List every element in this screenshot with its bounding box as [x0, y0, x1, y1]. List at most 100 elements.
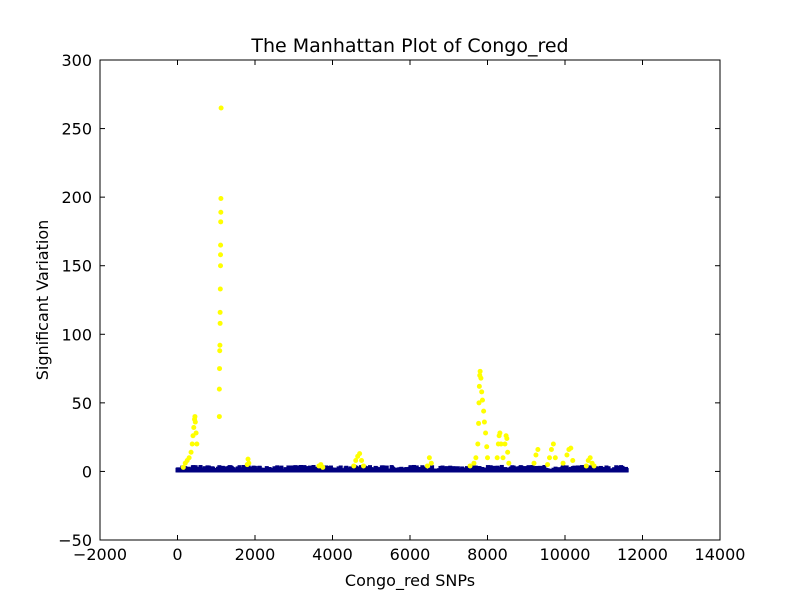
- significant-point: [476, 383, 482, 389]
- significant-point: [471, 460, 477, 466]
- significant-point: [217, 342, 223, 348]
- significant-point: [216, 386, 222, 392]
- significant-point: [587, 455, 593, 461]
- significant-point: [424, 463, 430, 469]
- significant-point: [218, 105, 224, 111]
- significant-point: [217, 309, 223, 315]
- baseline-point: [404, 467, 409, 473]
- significant-point: [194, 441, 200, 447]
- significant-point: [192, 419, 198, 425]
- significant-point: [475, 441, 481, 447]
- significant-point: [426, 455, 432, 461]
- baseline-point: [499, 464, 504, 473]
- baseline-point: [583, 465, 588, 473]
- significant-point: [218, 252, 224, 258]
- significant-point: [218, 219, 224, 225]
- x-tick-label: 8000: [467, 545, 508, 564]
- y-tick-label: 300: [61, 51, 92, 70]
- significant-point: [531, 460, 537, 466]
- x-tick-label: 10000: [540, 545, 591, 564]
- significant-point: [246, 460, 252, 466]
- significant-point: [547, 455, 552, 461]
- baseline-point: [596, 466, 601, 473]
- significant-point: [189, 441, 195, 447]
- significant-point: [494, 455, 500, 461]
- baseline-point: [264, 466, 269, 473]
- significant-point: [351, 463, 357, 469]
- baseline-point: [519, 465, 524, 473]
- chart-title: The Manhattan Plot of Congo_red: [250, 35, 568, 57]
- significant-point: [506, 460, 512, 466]
- y-tick-label: 150: [61, 257, 92, 276]
- significant-point: [216, 414, 222, 420]
- significant-point: [245, 456, 251, 462]
- significant-point: [353, 457, 359, 463]
- significant-point: [570, 457, 576, 463]
- significant-point: [478, 375, 484, 381]
- y-axis-title: Significant Variation: [33, 220, 52, 381]
- x-tick-label: 12000: [617, 545, 668, 564]
- significant-point: [473, 455, 479, 461]
- significant-point: [485, 455, 490, 461]
- significant-point: [218, 242, 224, 248]
- x-tick-label: 0: [172, 545, 182, 564]
- significant-point: [548, 446, 554, 452]
- significant-point: [217, 348, 223, 354]
- baseline-point: [246, 465, 251, 473]
- significant-point: [497, 430, 503, 436]
- significant-point: [217, 320, 223, 326]
- y-tick-label: 250: [61, 120, 92, 139]
- x-tick-label: 14000: [695, 545, 746, 564]
- significant-point: [504, 436, 510, 442]
- significant-point: [467, 463, 473, 469]
- axis-ticks: −2000 0 2000 4000 6000 8000 10000 12000 14000−50…: [58, 51, 745, 564]
- baseline-point: [587, 465, 592, 473]
- baseline-point: [279, 465, 284, 473]
- significant-point: [591, 463, 597, 469]
- baseline-point: [496, 466, 501, 473]
- significant-point: [192, 414, 198, 420]
- y-tick-label: 0: [82, 462, 92, 481]
- significant-point: [560, 460, 566, 466]
- significant-point: [428, 460, 434, 466]
- significant-point: [218, 196, 224, 202]
- significant-point: [545, 462, 551, 468]
- significant-point: [217, 286, 223, 292]
- significant-point: [193, 430, 199, 436]
- significant-point: [359, 457, 365, 463]
- y-tick-label: 200: [61, 188, 92, 207]
- data-points: [175, 105, 629, 473]
- significant-point: [498, 441, 504, 447]
- significant-point: [186, 455, 192, 461]
- significant-point: [533, 452, 539, 458]
- significant-point: [477, 368, 483, 374]
- significant-point: [476, 420, 482, 426]
- significant-point: [535, 446, 541, 452]
- significant-point: [217, 366, 223, 372]
- significant-point: [550, 441, 556, 447]
- baseline-point: [624, 468, 629, 473]
- significant-point: [357, 451, 363, 457]
- significant-point: [500, 455, 506, 461]
- significant-point: [484, 444, 490, 450]
- significant-point: [476, 400, 482, 406]
- x-tick-label: 2000: [235, 545, 276, 564]
- significant-point: [564, 452, 570, 458]
- y-tick-label: 100: [61, 325, 92, 344]
- baseline-point: [409, 465, 414, 473]
- significant-point: [188, 449, 194, 455]
- x-axis-title: Congo_red SNPs: [345, 571, 475, 591]
- significant-point: [552, 455, 558, 461]
- baseline-point: [252, 465, 257, 473]
- significant-point: [483, 430, 489, 436]
- x-tick-label: 4000: [312, 545, 353, 564]
- baseline-point: [513, 466, 518, 473]
- significant-point: [361, 463, 366, 469]
- significant-point: [505, 449, 511, 455]
- significant-point: [481, 419, 487, 425]
- significant-point: [191, 425, 197, 431]
- significant-point: [218, 209, 224, 215]
- significant-point: [568, 445, 574, 451]
